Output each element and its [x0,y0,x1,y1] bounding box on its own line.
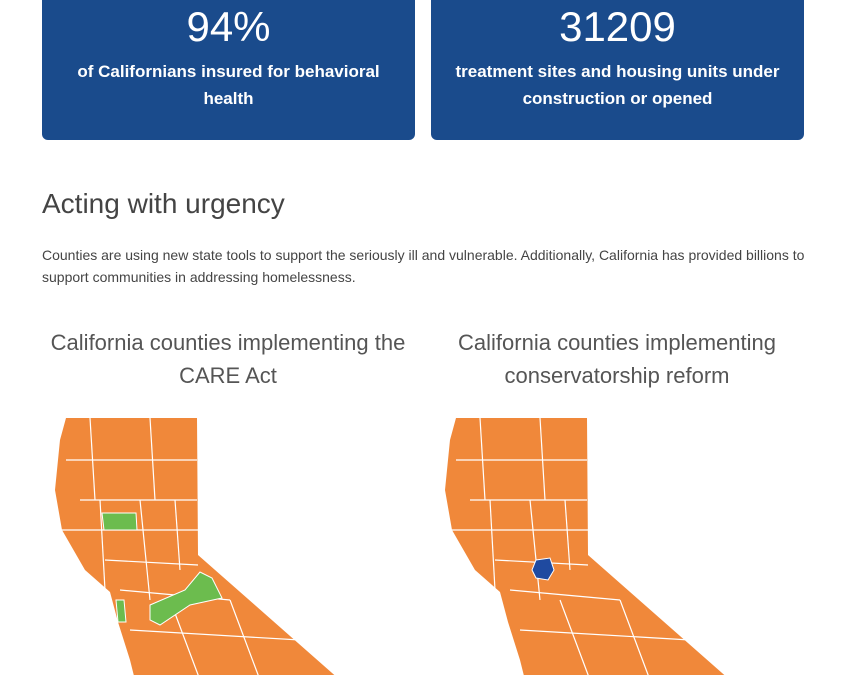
highlighted-county [115,599,127,623]
highlighted-county [149,571,223,626]
county-border [519,629,691,641]
county-border [99,499,106,591]
county-border [89,417,96,501]
highlighted-county [101,512,138,531]
section-heading: Acting with urgency [42,188,285,219]
map-title: California counties implementing conserv… [458,330,776,388]
county-border [479,417,486,501]
county-border [559,599,589,675]
california-map [445,417,725,675]
county-border [564,499,571,571]
map-title: California counties implementing the CAR… [50,330,406,388]
county-border [489,499,496,591]
state-shape [445,418,725,675]
county-border [174,499,181,571]
stat-value: 94% [186,3,271,50]
county-border [539,417,546,501]
county-border [229,599,259,675]
stat-card: 31209 treatment sites and housing units … [431,0,804,140]
state-shape [55,418,335,675]
county-border [129,629,301,641]
stat-card: 94% of Californians insured for behavior… [42,0,415,140]
maps [55,417,725,675]
california-map [55,417,335,675]
highlighted-county [531,557,555,581]
county-border [139,499,151,601]
county-border [619,599,649,675]
county-border [529,499,541,601]
county-border [509,589,621,601]
stat-label: of Californians insured for behavioral h… [77,62,380,108]
county-border [149,417,156,501]
stat-value: 31209 [559,3,676,50]
stat-label: treatment sites and housing units under … [455,62,780,108]
county-border [104,559,199,566]
section-body: Counties are using new state tools to su… [42,247,805,285]
